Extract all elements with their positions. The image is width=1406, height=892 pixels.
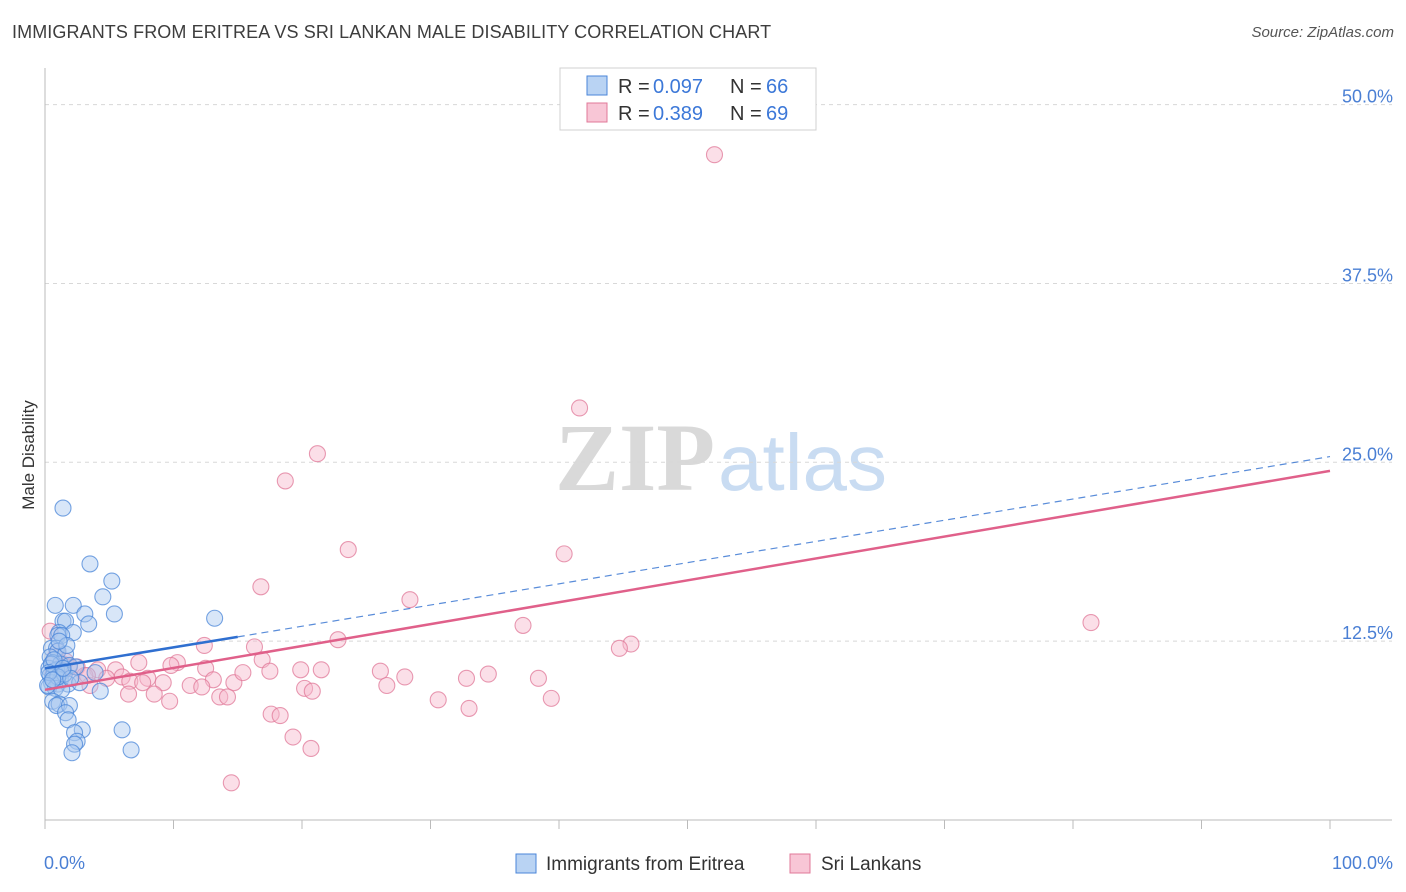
sri-lankans-point xyxy=(308,445,326,463)
sri-lankans-point xyxy=(401,591,419,609)
sri-lankans-point xyxy=(378,676,396,695)
sri-lankans-point xyxy=(134,674,152,692)
legend-n-label-eritrea: N = xyxy=(730,76,762,98)
y-tick-label: 12.5% xyxy=(1342,623,1393,643)
eritrea-point xyxy=(103,572,121,590)
axes xyxy=(44,68,1392,829)
y-tick-label: 25.0% xyxy=(1342,444,1393,464)
eritrea-point xyxy=(48,696,66,715)
y-tick-label: 50.0% xyxy=(1342,87,1393,107)
y-axis-label: Male Disability xyxy=(19,400,38,510)
sri-lankans-point xyxy=(161,692,179,710)
eritrea-point xyxy=(64,596,82,614)
series-legend: Immigrants from Eritrea Sri Lankans xyxy=(515,853,921,875)
sri-lankans-point xyxy=(119,685,138,703)
sri-lankans-point xyxy=(514,616,532,634)
eritrea-point xyxy=(113,721,131,739)
eritrea-point xyxy=(58,636,76,654)
eritrea-point xyxy=(76,605,94,623)
sri-lankans-point xyxy=(371,662,389,680)
sri-lankans-point xyxy=(457,669,476,687)
stats-legend: R = 0.097 N = 66 R = 0.389 N = 69 xyxy=(559,67,817,131)
legend-r-value-srilanka: 0.389 xyxy=(653,103,703,125)
legend-r-label-eritrea: R = xyxy=(618,76,650,98)
legend-n-label-srilanka: N = xyxy=(730,103,762,125)
sri-lankans-points xyxy=(41,146,1100,792)
x-tick-label-max: 100.0% xyxy=(1332,853,1393,873)
sri-lankans-point xyxy=(162,656,180,675)
gridlines xyxy=(45,104,1392,642)
sri-lankans-point xyxy=(339,541,357,559)
sri-lankans-point xyxy=(130,654,148,672)
eritrea-point xyxy=(81,555,99,573)
watermark-zip: ZIP xyxy=(555,404,715,511)
sri-lankans-point xyxy=(303,682,321,700)
legend-swatch-eritrea xyxy=(586,75,608,96)
legend-swatch-srilanka xyxy=(586,102,608,123)
sri-lankans-point xyxy=(610,639,628,657)
eritrea-point xyxy=(54,659,72,677)
x-tick-label-min: 0.0% xyxy=(44,853,85,873)
sri-lankans-point xyxy=(1082,614,1100,632)
y-tick-labels: 12.5% 25.0% 37.5% 50.0% xyxy=(1342,87,1393,644)
watermark-atlas: atlas xyxy=(718,418,887,507)
sri-lankans-point xyxy=(261,662,279,680)
sri-lankans-point xyxy=(460,699,478,717)
legend-n-value-eritrea: 66 xyxy=(766,76,788,98)
y-tick-label: 37.5% xyxy=(1342,265,1393,285)
bottom-legend-swatch-eritrea xyxy=(515,853,537,874)
eritrea-trend-line xyxy=(44,635,238,670)
legend-n-value-srilanka: 69 xyxy=(766,103,788,125)
sri-lankans-point xyxy=(222,774,240,792)
eritrea-point xyxy=(54,499,72,517)
sri-lankans-point xyxy=(154,674,172,692)
sri-lankans-point xyxy=(195,636,213,654)
sri-lankans-point xyxy=(571,399,589,417)
source-label: Source: ZipAtlas.com xyxy=(1251,24,1394,41)
bottom-legend-swatch-srilanka xyxy=(789,853,811,874)
sri-lankans-point xyxy=(312,661,330,679)
sri-lankans-trend-line xyxy=(44,469,1331,692)
sri-lankans-point xyxy=(145,685,163,703)
sri-lankans-point xyxy=(271,707,289,725)
sri-lankans-point xyxy=(292,661,310,679)
sri-lankans-point xyxy=(479,665,497,683)
eritrea-point xyxy=(206,609,224,627)
sri-lankans-point xyxy=(252,578,270,596)
eritrea-points xyxy=(39,499,224,762)
eritrea-point xyxy=(50,632,68,650)
eritrea-trend-extension xyxy=(237,455,1331,638)
trend-lines xyxy=(44,455,1331,692)
eritrea-point xyxy=(94,588,112,606)
sri-lankans-point xyxy=(705,146,724,164)
eritrea-point xyxy=(91,682,109,700)
x-tick-labels: 0.0% 100.0% xyxy=(44,853,1393,873)
eritrea-point xyxy=(63,744,81,762)
eritrea-point xyxy=(86,664,104,682)
chart-title: IMMIGRANTS FROM ERITREA VS SRI LANKAN MA… xyxy=(12,22,772,42)
eritrea-point xyxy=(46,596,64,614)
sri-lankans-point xyxy=(555,545,573,563)
sri-lankans-point xyxy=(234,664,252,682)
sri-lankans-point xyxy=(529,669,547,687)
sri-lankans-point xyxy=(276,472,294,490)
sri-lankans-point xyxy=(218,688,237,706)
eritrea-point xyxy=(122,741,140,759)
bottom-legend-label-eritrea: Immigrants from Eritrea xyxy=(546,854,745,875)
eritrea-point xyxy=(80,615,98,633)
bottom-legend-label-srilanka: Sri Lankans xyxy=(821,854,921,875)
sri-lankans-point xyxy=(429,691,447,709)
sri-lankans-point xyxy=(193,678,211,696)
sri-lankans-point xyxy=(262,705,280,723)
sri-lankans-point xyxy=(542,689,560,707)
sri-lankans-point xyxy=(302,739,320,758)
legend-r-value-eritrea: 0.097 xyxy=(653,76,703,98)
sri-lankans-point xyxy=(284,728,302,746)
eritrea-point xyxy=(105,605,123,623)
sri-lankans-point xyxy=(396,668,414,686)
legend-r-label-srilanka: R = xyxy=(618,103,650,125)
